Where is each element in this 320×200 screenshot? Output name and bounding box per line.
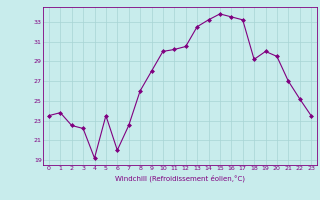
X-axis label: Windchill (Refroidissement éolien,°C): Windchill (Refroidissement éolien,°C) xyxy=(115,174,245,182)
